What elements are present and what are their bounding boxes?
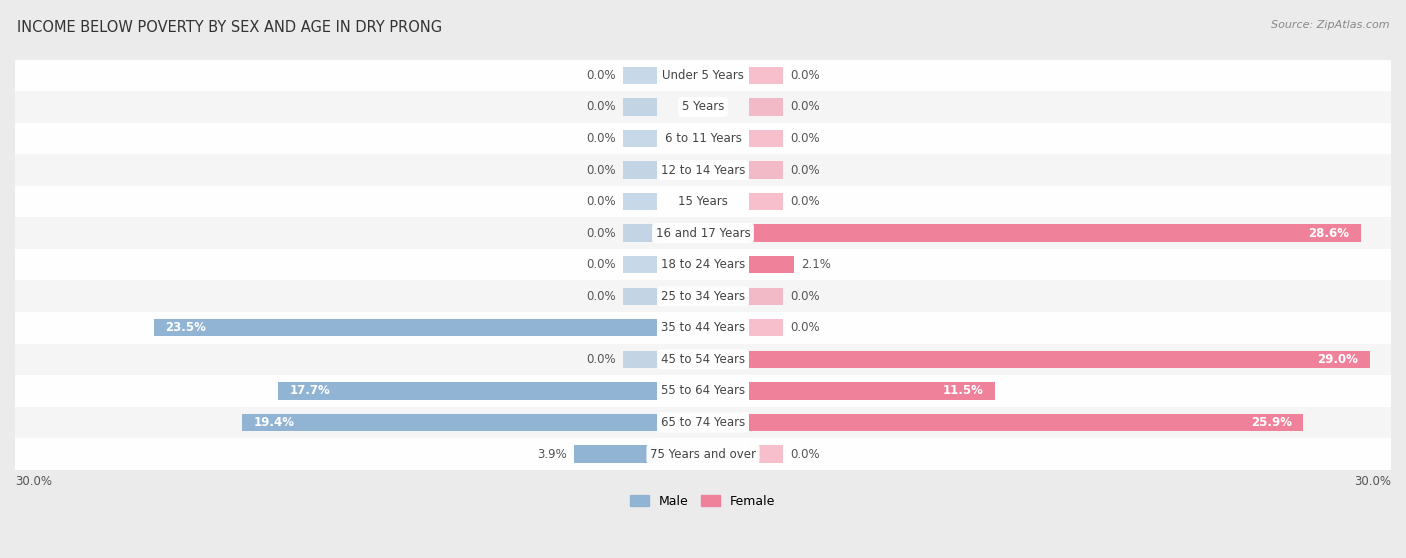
Text: 0.0%: 0.0% <box>586 69 616 82</box>
Bar <box>15 375 1391 407</box>
Text: 0.0%: 0.0% <box>790 132 820 145</box>
Bar <box>623 161 657 179</box>
Text: 0.0%: 0.0% <box>790 448 820 460</box>
Text: 15 Years: 15 Years <box>678 195 728 208</box>
Bar <box>623 287 657 305</box>
Bar <box>749 350 1369 368</box>
Text: 18 to 24 Years: 18 to 24 Years <box>661 258 745 271</box>
Text: 0.0%: 0.0% <box>790 290 820 303</box>
Bar <box>15 281 1391 312</box>
Text: 75 Years and over: 75 Years and over <box>650 448 756 460</box>
Text: 65 to 74 Years: 65 to 74 Years <box>661 416 745 429</box>
Text: 0.0%: 0.0% <box>790 321 820 334</box>
Text: 6 to 11 Years: 6 to 11 Years <box>665 132 741 145</box>
Text: 25.9%: 25.9% <box>1251 416 1292 429</box>
Bar <box>749 319 783 336</box>
Bar <box>623 193 657 210</box>
Text: Source: ZipAtlas.com: Source: ZipAtlas.com <box>1271 20 1389 30</box>
Bar <box>242 414 657 431</box>
Text: 0.0%: 0.0% <box>586 353 616 366</box>
Text: 0.0%: 0.0% <box>586 132 616 145</box>
Legend: Male, Female: Male, Female <box>626 490 780 513</box>
Text: 23.5%: 23.5% <box>166 321 207 334</box>
Bar <box>749 130 783 147</box>
Text: 0.0%: 0.0% <box>586 163 616 176</box>
Text: 19.4%: 19.4% <box>253 416 294 429</box>
Bar <box>749 67 783 84</box>
Bar <box>15 249 1391 281</box>
Text: 2.1%: 2.1% <box>800 258 831 271</box>
Bar <box>749 256 794 273</box>
Bar <box>749 445 783 463</box>
Text: 0.0%: 0.0% <box>790 163 820 176</box>
Text: 0.0%: 0.0% <box>790 100 820 113</box>
Bar <box>623 130 657 147</box>
Bar <box>278 382 657 400</box>
Bar <box>15 438 1391 470</box>
Text: 5 Years: 5 Years <box>682 100 724 113</box>
Text: INCOME BELOW POVERTY BY SEX AND AGE IN DRY PRONG: INCOME BELOW POVERTY BY SEX AND AGE IN D… <box>17 20 441 35</box>
Text: 28.6%: 28.6% <box>1309 227 1350 240</box>
Bar <box>574 445 657 463</box>
Text: 0.0%: 0.0% <box>586 227 616 240</box>
Bar <box>15 312 1391 344</box>
Bar <box>623 67 657 84</box>
Text: Under 5 Years: Under 5 Years <box>662 69 744 82</box>
Text: 45 to 54 Years: 45 to 54 Years <box>661 353 745 366</box>
Bar <box>15 407 1391 438</box>
Bar <box>749 414 1303 431</box>
Bar <box>15 60 1391 91</box>
Text: 0.0%: 0.0% <box>586 290 616 303</box>
Text: 11.5%: 11.5% <box>942 384 984 397</box>
Text: 16 and 17 Years: 16 and 17 Years <box>655 227 751 240</box>
Bar <box>749 287 783 305</box>
Bar <box>749 382 995 400</box>
Text: 12 to 14 Years: 12 to 14 Years <box>661 163 745 176</box>
Bar <box>15 218 1391 249</box>
Bar <box>15 344 1391 375</box>
Text: 0.0%: 0.0% <box>586 258 616 271</box>
Bar <box>15 155 1391 186</box>
Bar <box>155 319 657 336</box>
Text: 29.0%: 29.0% <box>1317 353 1358 366</box>
Text: 30.0%: 30.0% <box>1354 475 1391 488</box>
Bar <box>623 224 657 242</box>
Bar <box>15 91 1391 123</box>
Text: 0.0%: 0.0% <box>790 69 820 82</box>
Text: 30.0%: 30.0% <box>15 475 52 488</box>
Bar <box>15 186 1391 218</box>
Text: 0.0%: 0.0% <box>586 100 616 113</box>
Text: 55 to 64 Years: 55 to 64 Years <box>661 384 745 397</box>
Bar <box>749 98 783 116</box>
Text: 0.0%: 0.0% <box>790 195 820 208</box>
Text: 25 to 34 Years: 25 to 34 Years <box>661 290 745 303</box>
Bar <box>623 350 657 368</box>
Bar <box>623 256 657 273</box>
Text: 17.7%: 17.7% <box>290 384 330 397</box>
Bar <box>749 161 783 179</box>
Text: 0.0%: 0.0% <box>586 195 616 208</box>
Bar <box>15 123 1391 155</box>
Text: 3.9%: 3.9% <box>537 448 567 460</box>
Bar <box>749 224 1361 242</box>
Bar <box>749 193 783 210</box>
Bar <box>623 98 657 116</box>
Text: 35 to 44 Years: 35 to 44 Years <box>661 321 745 334</box>
